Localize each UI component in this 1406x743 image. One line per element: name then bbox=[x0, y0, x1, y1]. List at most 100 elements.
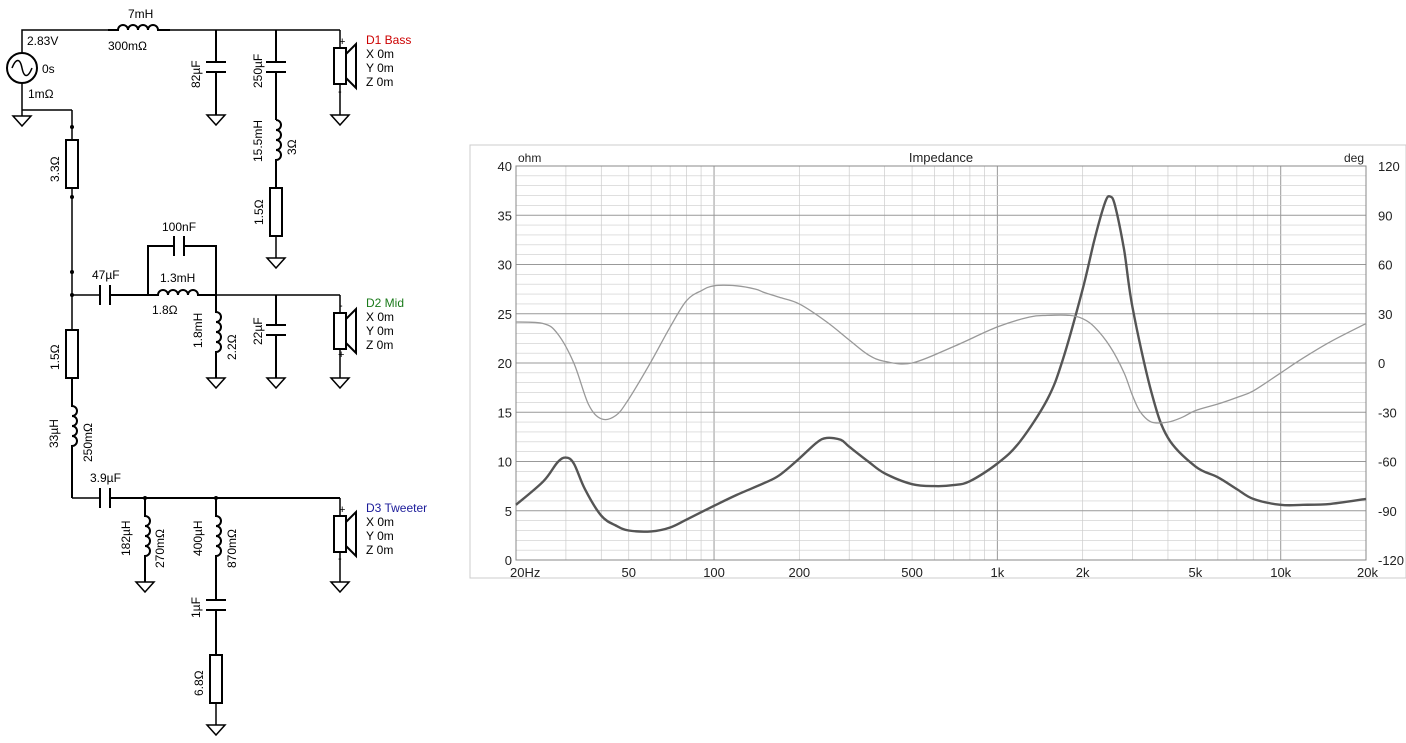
y-axis-left: 0 5 10 15 20 25 30 35 40 bbox=[498, 159, 512, 568]
capacitor-mid-bypass[interactable] bbox=[147, 236, 217, 295]
y-axis-right-label: deg bbox=[1344, 151, 1364, 165]
inductor-mid-series[interactable] bbox=[148, 289, 216, 296]
inductor-tweeter-shunt-2[interactable] bbox=[215, 498, 222, 600]
source-resistance: 1mΩ bbox=[28, 87, 54, 101]
capacitor-bass-1[interactable] bbox=[206, 30, 226, 115]
l-series-tweeter-res: 250mΩ bbox=[81, 423, 95, 462]
inductor-mid-shunt[interactable] bbox=[215, 295, 222, 378]
chart-title: Impedance bbox=[909, 150, 973, 165]
inductor-bass-series[interactable] bbox=[108, 24, 170, 31]
crossover-schematic: 2.83V 0s 1mΩ 7mH 300mΩ 82µF 250µF 15.5mH… bbox=[6, 7, 427, 737]
junction-dot bbox=[70, 195, 74, 199]
y-tick-label-left: 20 bbox=[498, 356, 512, 371]
voltage-source[interactable] bbox=[6, 29, 108, 110]
resistor-bass-notch[interactable] bbox=[269, 187, 283, 258]
l-bass-notch-value: 15.5mH bbox=[251, 120, 265, 162]
y-tick-label-right: 120 bbox=[1378, 159, 1400, 174]
x-tick-label: 100 bbox=[703, 565, 725, 580]
d1-x: X 0m bbox=[366, 47, 394, 61]
y-tick-label-left: 15 bbox=[498, 405, 512, 420]
junction-dot bbox=[70, 270, 74, 274]
y-tick-label-left: 25 bbox=[498, 307, 512, 322]
x-tick-label: 20Hz bbox=[510, 565, 540, 580]
l-tweeter-shunt-2-value: 400µH bbox=[191, 520, 205, 556]
d1-z: Z 0m bbox=[366, 75, 393, 89]
x-tick-label: 1k bbox=[991, 565, 1005, 580]
d1-minus: - bbox=[338, 86, 342, 98]
plot-area bbox=[515, 165, 1367, 561]
ground-icon bbox=[265, 377, 287, 390]
capacitor-mid-shunt[interactable] bbox=[266, 295, 286, 378]
l-tweeter-shunt-1-value: 182µH bbox=[119, 520, 133, 556]
y-tick-label-right: 90 bbox=[1378, 208, 1392, 223]
d3-plus: + bbox=[339, 504, 345, 516]
inductor-series-tweeter[interactable] bbox=[71, 378, 78, 498]
impedance-curve bbox=[515, 195, 1367, 533]
l-bass-series-value: 7mH bbox=[128, 7, 153, 21]
y-tick-label-left: 40 bbox=[498, 159, 512, 174]
x-tick-label: 20k bbox=[1357, 565, 1378, 580]
x-tick-label: 50 bbox=[622, 565, 636, 580]
y-axis-right: -120 -90 -60 -30 0 30 60 90 120 bbox=[1378, 159, 1404, 568]
driver-d1-bass[interactable] bbox=[333, 30, 357, 115]
d3-name: D3 Tweeter bbox=[366, 501, 427, 515]
y-axis-left-label: ohm bbox=[518, 151, 541, 165]
capacitor-tweeter-notch[interactable] bbox=[206, 599, 226, 655]
chart-frame bbox=[469, 144, 1406, 579]
y-tick-label-right: 0 bbox=[1378, 356, 1385, 371]
d2-minus: - bbox=[339, 300, 343, 312]
inductor-tweeter-shunt-1[interactable] bbox=[144, 498, 151, 582]
l-bass-series-res: 300mΩ bbox=[108, 39, 147, 53]
resistor-tweeter-notch[interactable] bbox=[209, 654, 223, 725]
ground-icon bbox=[205, 724, 227, 737]
d3-x: X 0m bbox=[366, 515, 394, 529]
ground-icon bbox=[11, 110, 33, 128]
driver-d3-tweeter[interactable] bbox=[333, 498, 357, 582]
sine-wave-icon bbox=[11, 59, 33, 77]
inductor-bass-notch[interactable] bbox=[275, 119, 282, 188]
d1-plus: + bbox=[339, 36, 345, 48]
chart-series bbox=[515, 195, 1367, 533]
y-tick-label-right: -30 bbox=[1378, 405, 1397, 420]
driver-d2-mid[interactable] bbox=[333, 295, 357, 378]
x-tick-label: 2k bbox=[1076, 565, 1090, 580]
y-tick-label-left: 35 bbox=[498, 208, 512, 223]
r-series-2-value: 1.5Ω bbox=[48, 344, 62, 370]
y-tick-label-left: 5 bbox=[505, 504, 512, 519]
d1-name: D1 Bass bbox=[366, 33, 411, 47]
y-tick-label-right: 60 bbox=[1378, 258, 1392, 273]
r-series-1-value: 3.3Ω bbox=[48, 156, 62, 182]
ground-icon bbox=[205, 377, 227, 390]
l-series-tweeter-value: 33µH bbox=[47, 419, 61, 448]
ground-icon bbox=[205, 114, 227, 127]
ground-icon bbox=[329, 581, 351, 594]
ground-icon bbox=[329, 377, 351, 390]
c-bass-2-value: 250µF bbox=[251, 54, 265, 88]
y-tick-label-right: 30 bbox=[1378, 307, 1392, 322]
y-tick-label-right: -90 bbox=[1378, 504, 1397, 519]
l-tweeter-shunt-2-res: 870mΩ bbox=[225, 529, 239, 568]
capacitor-mid-series[interactable] bbox=[99, 285, 148, 305]
d2-z: Z 0m bbox=[366, 338, 393, 352]
d2-x: X 0m bbox=[366, 310, 394, 324]
l-mid-series-res: 1.8Ω bbox=[152, 303, 178, 317]
y-tick-label-left: 0 bbox=[505, 553, 512, 568]
c-tweeter-series-value: 3.9µF bbox=[90, 471, 121, 485]
y-tick-label-right: -120 bbox=[1378, 553, 1404, 568]
y-tick-label-right: -60 bbox=[1378, 455, 1397, 470]
l-tweeter-shunt-1-res: 270mΩ bbox=[153, 529, 167, 568]
c-bass-1-value: 82µF bbox=[189, 60, 203, 88]
r-tweeter-notch-value: 6.8Ω bbox=[192, 670, 206, 696]
l-bass-notch-res: 3Ω bbox=[285, 139, 299, 155]
l-mid-shunt-value: 1.8mH bbox=[191, 313, 205, 348]
x-axis: 20Hz 50 100 200 500 1k 2k 5k 10k 20k bbox=[510, 565, 1378, 580]
c-mid-bypass-value: 100nF bbox=[162, 220, 196, 234]
y-tick-label-left: 30 bbox=[498, 258, 512, 273]
d3-z: Z 0m bbox=[366, 543, 393, 557]
l-mid-series-value: 1.3mH bbox=[160, 271, 195, 285]
d1-y: Y 0m bbox=[366, 61, 394, 75]
x-tick-label: 5k bbox=[1189, 565, 1203, 580]
capacitor-bass-2[interactable] bbox=[266, 30, 286, 120]
capacitor-tweeter-series[interactable] bbox=[99, 488, 340, 508]
